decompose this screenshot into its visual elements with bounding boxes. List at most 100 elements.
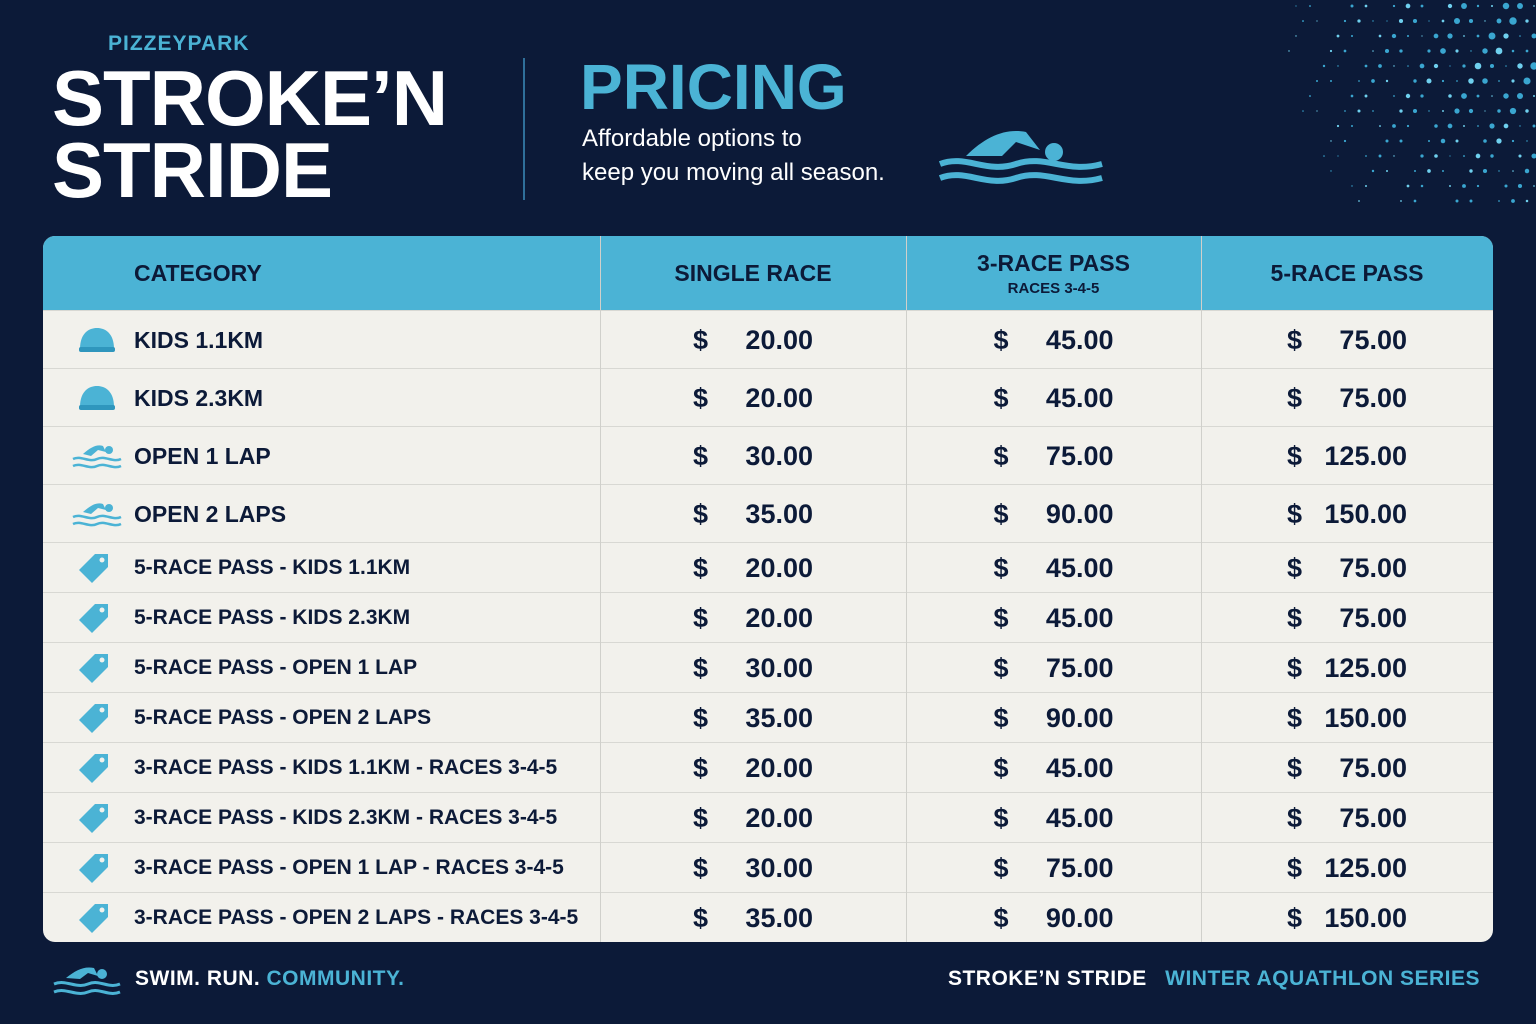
dot xyxy=(1358,80,1360,82)
dot xyxy=(1484,110,1486,112)
price: $125.00 xyxy=(1287,441,1407,472)
dot xyxy=(1336,124,1340,128)
price: $75.00 xyxy=(1287,603,1407,634)
footer-right: STROKE’N STRIDE WINTER AQUATHLON SERIES xyxy=(948,967,1480,991)
dot xyxy=(1412,108,1418,114)
price-cell: $30.00 xyxy=(600,643,906,693)
dot xyxy=(1350,124,1354,128)
amount: 150.00 xyxy=(1324,702,1407,733)
table-row: 3-RACE PASS - OPEN 1 LAP - RACES 3-4-5 $3… xyxy=(43,842,1493,893)
dot xyxy=(1449,65,1451,67)
amount: 90.00 xyxy=(1045,498,1114,529)
icon xyxy=(79,328,115,352)
dot xyxy=(1399,139,1403,143)
price-cell: $75.00 xyxy=(906,427,1201,485)
price: $45.00 xyxy=(994,803,1114,834)
amount: 125.00 xyxy=(1324,652,1407,683)
dot xyxy=(1351,185,1353,187)
dot xyxy=(1385,139,1389,143)
dot xyxy=(1463,155,1465,157)
dot xyxy=(1519,125,1521,127)
dot xyxy=(1323,155,1325,157)
icon xyxy=(79,386,115,410)
dot xyxy=(1426,78,1432,84)
currency: $ xyxy=(993,652,1009,683)
price-cell: $125.00 xyxy=(1201,427,1493,485)
dot xyxy=(1343,49,1347,53)
price: $45.00 xyxy=(994,553,1114,584)
price: $125.00 xyxy=(1287,853,1407,884)
category: 3-RACE PASS - KIDS 1.1KM - RACES 3-4-5 xyxy=(134,756,558,779)
price-cell: $20.00 xyxy=(600,743,906,793)
currency: $ xyxy=(1287,802,1303,833)
amount: 75.00 xyxy=(1339,552,1407,583)
dot xyxy=(1496,138,1502,144)
price: $75.00 xyxy=(1287,553,1407,584)
dot xyxy=(1302,20,1304,22)
price: $75.00 xyxy=(1287,803,1407,834)
dot xyxy=(1525,49,1529,53)
dot xyxy=(1490,154,1494,158)
dot xyxy=(1523,77,1531,85)
column-header: 3-RACE PASS RACES 3-4-5 xyxy=(906,236,1201,310)
dot xyxy=(1468,18,1474,24)
price: $125.00 xyxy=(1287,653,1407,684)
dot xyxy=(1517,3,1523,9)
dot xyxy=(1343,139,1347,143)
dot xyxy=(1503,93,1509,99)
row-icon xyxy=(77,743,111,793)
dot xyxy=(1526,140,1528,142)
dot xyxy=(1505,65,1507,67)
dot xyxy=(1357,19,1361,23)
currency: $ xyxy=(993,802,1009,833)
footer-icon xyxy=(53,967,121,995)
footer-text: SWIM. RUN. xyxy=(135,967,261,990)
divider xyxy=(523,58,525,200)
dot xyxy=(1372,110,1374,112)
currency: $ xyxy=(693,440,709,471)
dot xyxy=(1400,200,1402,202)
price: $35.00 xyxy=(693,703,813,734)
row-icon xyxy=(77,369,117,427)
price-cell: $20.00 xyxy=(600,311,906,369)
icon xyxy=(72,503,122,527)
dot xyxy=(1447,3,1453,9)
price: $150.00 xyxy=(1287,903,1407,934)
dot xyxy=(1490,4,1494,8)
heading: PRICING xyxy=(580,51,847,123)
dot xyxy=(1488,32,1496,40)
dot xyxy=(1330,170,1332,172)
icon xyxy=(79,704,108,733)
dot xyxy=(1495,47,1503,55)
dot xyxy=(1512,170,1514,172)
dot xyxy=(1406,184,1410,188)
dot xyxy=(1477,125,1479,127)
dot xyxy=(1461,3,1467,9)
column-divider xyxy=(600,236,601,942)
dot xyxy=(1511,79,1515,83)
price-cell: $30.00 xyxy=(600,427,906,485)
price-cell: $45.00 xyxy=(906,793,1201,843)
dot xyxy=(1406,34,1410,38)
dot xyxy=(1511,49,1515,53)
dot xyxy=(1476,4,1480,8)
dot xyxy=(1517,183,1523,189)
dot xyxy=(1442,170,1444,172)
dot xyxy=(1295,35,1297,37)
price: $20.00 xyxy=(693,383,813,414)
dot xyxy=(1511,199,1515,203)
dot xyxy=(1337,65,1339,67)
price-cell: $75.00 xyxy=(1201,369,1493,427)
header-label: 5-RACE PASS xyxy=(1270,259,1424,286)
row-icon xyxy=(77,693,111,743)
table-row: 3-RACE PASS - KIDS 2.3KM - RACES 3-4-5 $2… xyxy=(43,792,1493,843)
dot xyxy=(1456,80,1458,82)
dot xyxy=(1447,33,1453,39)
amount: 75.00 xyxy=(1045,852,1114,883)
dot xyxy=(1518,154,1522,158)
dot xyxy=(1497,109,1501,113)
dot xyxy=(1302,110,1304,112)
currency: $ xyxy=(693,498,709,529)
dot xyxy=(1413,79,1417,83)
price-cell: $75.00 xyxy=(1201,543,1493,593)
